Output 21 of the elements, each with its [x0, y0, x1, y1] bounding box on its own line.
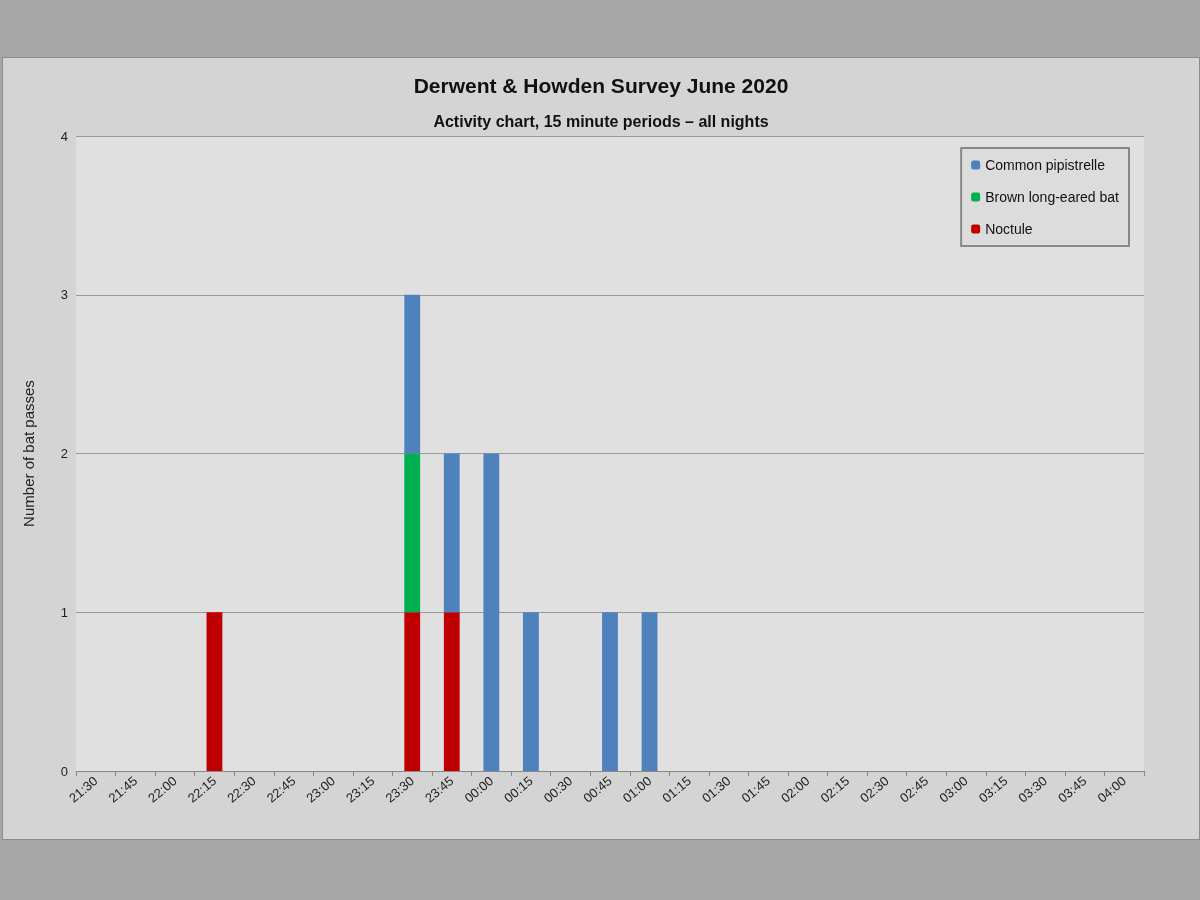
bar — [483, 453, 500, 771]
bar — [602, 612, 618, 771]
bar — [522, 612, 539, 771]
bar — [206, 612, 223, 771]
legend-label: Brown long-eared bat — [985, 189, 1120, 205]
y-tick-label: 4 — [60, 128, 68, 144]
y-tick-label: 2 — [60, 446, 68, 461]
bar — [404, 453, 421, 613]
legend-label: Noctule — [985, 221, 1033, 237]
chart-title: Derwent & Howden Survey June 2020 — [413, 74, 789, 97]
legend-label: Common pipistrelle — [985, 157, 1106, 173]
chart-subtitle: Activity chart, 15 minute periods – all nights — [433, 112, 769, 130]
bar — [404, 612, 421, 771]
y-tick-label: 3 — [60, 287, 68, 303]
bar — [443, 453, 460, 613]
y-tick-label: 0 — [60, 763, 68, 779]
bar — [641, 612, 658, 771]
bar — [443, 612, 460, 771]
y-axis-title: Number of bat passes — [20, 380, 37, 527]
y-tick-label: 1 — [60, 604, 68, 620]
bar — [404, 294, 421, 454]
